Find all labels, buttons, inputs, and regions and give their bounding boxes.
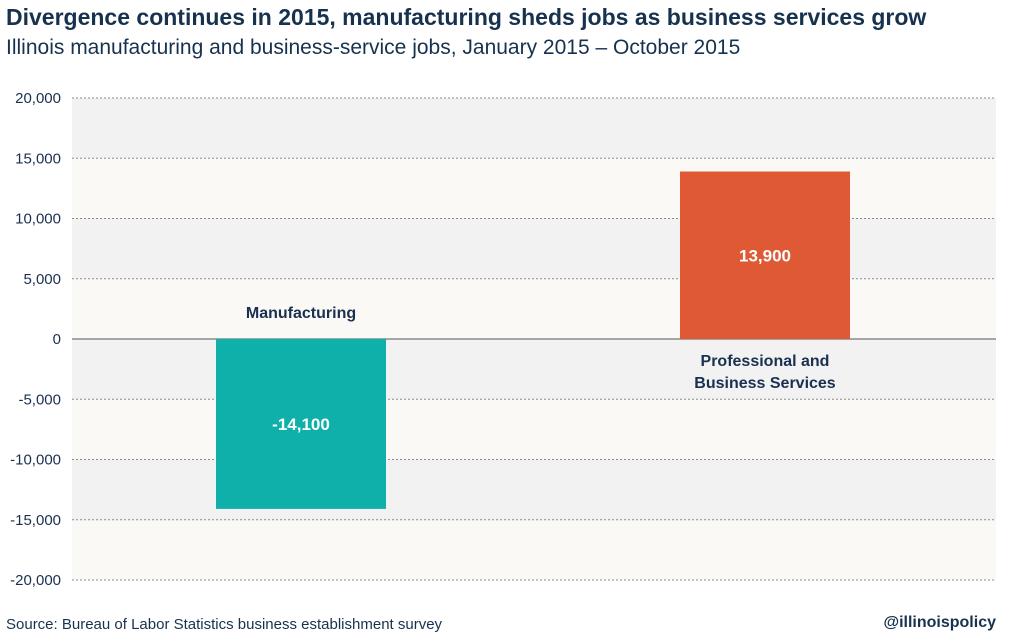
twitter-handle: @illinoispolicy bbox=[883, 614, 996, 631]
y-tick-label: 15,000 bbox=[15, 150, 61, 167]
category-label: Professional and bbox=[701, 353, 830, 370]
plot-band bbox=[72, 278, 996, 339]
y-tick-label: 10,000 bbox=[15, 211, 61, 228]
plot-band bbox=[72, 519, 996, 580]
data-label: 13,900 bbox=[739, 246, 791, 265]
y-tick-label: -20,000 bbox=[10, 572, 61, 589]
y-tick-label: 0 bbox=[53, 331, 61, 348]
plot-band bbox=[72, 459, 996, 520]
chart-subtitle: Illinois manufacturing and business-serv… bbox=[6, 36, 741, 59]
plot-band bbox=[72, 218, 996, 279]
plot-band bbox=[72, 98, 996, 159]
y-tick-label: -10,000 bbox=[10, 452, 61, 469]
data-label: -14,100 bbox=[272, 415, 330, 434]
y-tick-label: -15,000 bbox=[10, 512, 61, 529]
y-tick-label: 5,000 bbox=[23, 271, 61, 288]
plot-band bbox=[72, 158, 996, 219]
plot-band bbox=[72, 399, 996, 460]
bar-business-services bbox=[680, 171, 850, 339]
plot-band bbox=[72, 339, 996, 400]
bar-manufacturing bbox=[216, 339, 386, 509]
source-note: Source: Bureau of Labor Statistics busin… bbox=[6, 616, 443, 633]
bar-chart: 20,000 15,000 10,000 5,000 0 -5,000 -10,000 -15… bbox=[10, 90, 996, 589]
chart-title: Divergence continues in 2015, manufactur… bbox=[6, 4, 927, 30]
y-tick-label: 20,000 bbox=[15, 90, 61, 107]
category-label: Business Services bbox=[694, 375, 836, 392]
y-tick-label: -5,000 bbox=[18, 391, 61, 408]
category-label: Manufacturing bbox=[246, 305, 356, 322]
